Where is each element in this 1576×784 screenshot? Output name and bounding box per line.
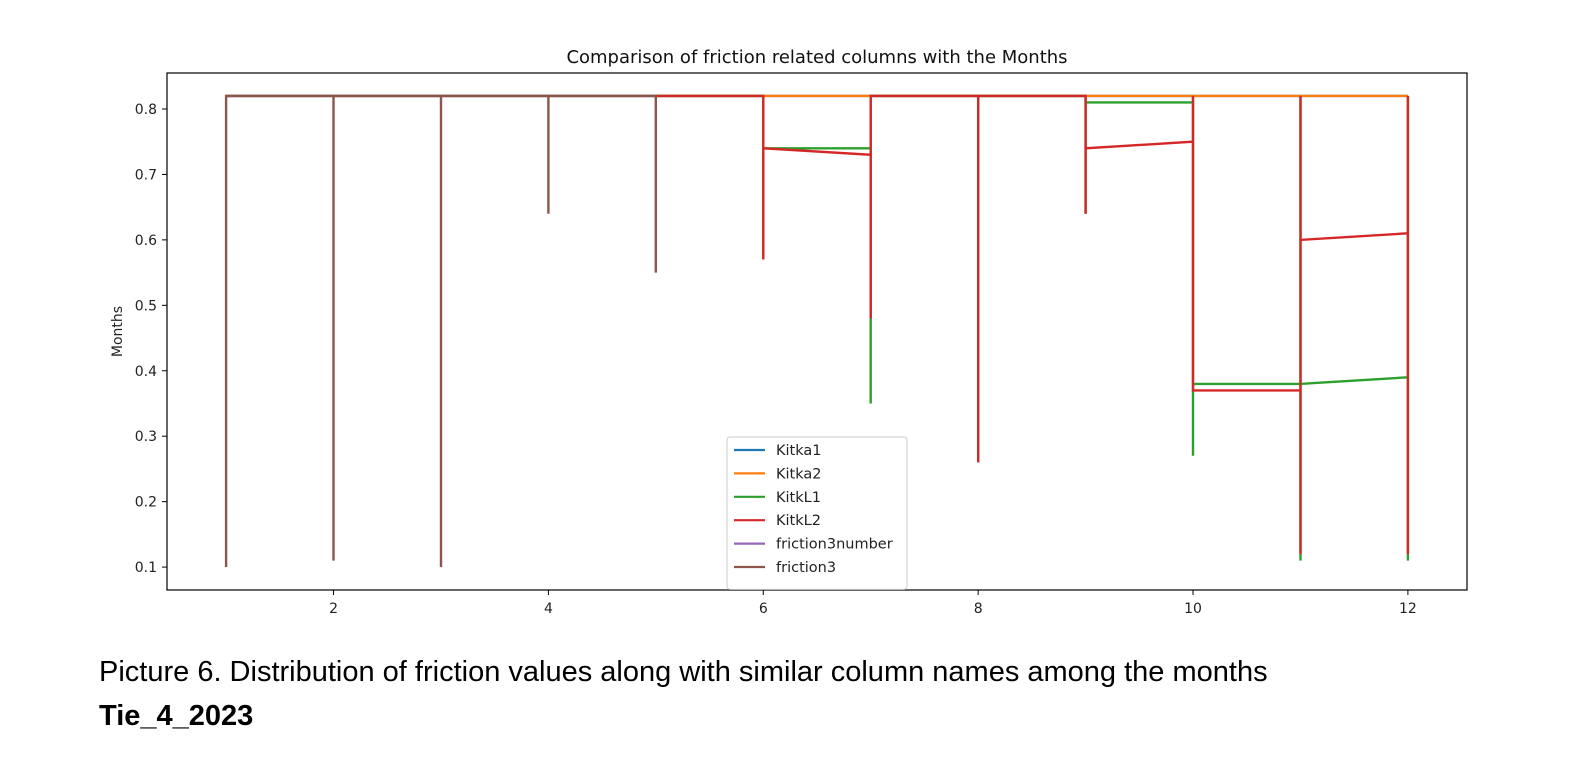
- y-tick-label: 0.3: [135, 429, 157, 445]
- legend-label: Kitka2: [776, 466, 821, 482]
- legend-label: KitkL2: [776, 513, 821, 529]
- legend-box: [726, 436, 908, 590]
- y-axis: 0.1 0.2 0.3 0.4 0.5 0.6 0.7 0.8: [135, 102, 167, 576]
- y-tick-label: 0.6: [135, 233, 157, 249]
- x-tick-label: 6: [759, 601, 768, 617]
- document-id: Tie_4_2023: [99, 700, 254, 732]
- y-axis-label: Months: [110, 306, 126, 357]
- x-tick-label: 8: [974, 601, 983, 617]
- x-tick-label: 2: [329, 601, 338, 617]
- y-tick-label: 0.1: [135, 560, 157, 576]
- legend-label: Kitka1: [776, 443, 821, 459]
- chart-title: Comparison of friction related columns w…: [566, 47, 1067, 68]
- x-tick-label: 10: [1184, 601, 1202, 617]
- legend-label: friction3number: [776, 537, 893, 553]
- figure-caption: Picture 6. Distribution of friction valu…: [99, 656, 1268, 688]
- series-layer: [224, 94, 1410, 568]
- legend: Kitka1 Kitka2 KitkL1 KitkL2 friction3number f…: [726, 436, 908, 590]
- y-tick-label: 0.4: [135, 364, 157, 380]
- chart: Comparison of friction related columns w…: [110, 47, 1468, 617]
- series-line-3: [655, 94, 1410, 554]
- y-tick-label: 0.5: [135, 298, 157, 314]
- y-tick-label: 0.7: [135, 167, 157, 183]
- x-tick-label: 4: [544, 601, 553, 617]
- x-axis: 2 4 6 8 10 12: [329, 590, 1417, 617]
- plot-frame: [166, 72, 1468, 591]
- series-line-5: [224, 94, 657, 568]
- x-tick-label: 12: [1399, 601, 1417, 617]
- legend-label: friction3: [776, 560, 836, 576]
- y-tick-label: 0.2: [135, 495, 157, 511]
- legend-label: KitkL1: [776, 490, 821, 506]
- y-tick-label: 0.8: [135, 102, 157, 118]
